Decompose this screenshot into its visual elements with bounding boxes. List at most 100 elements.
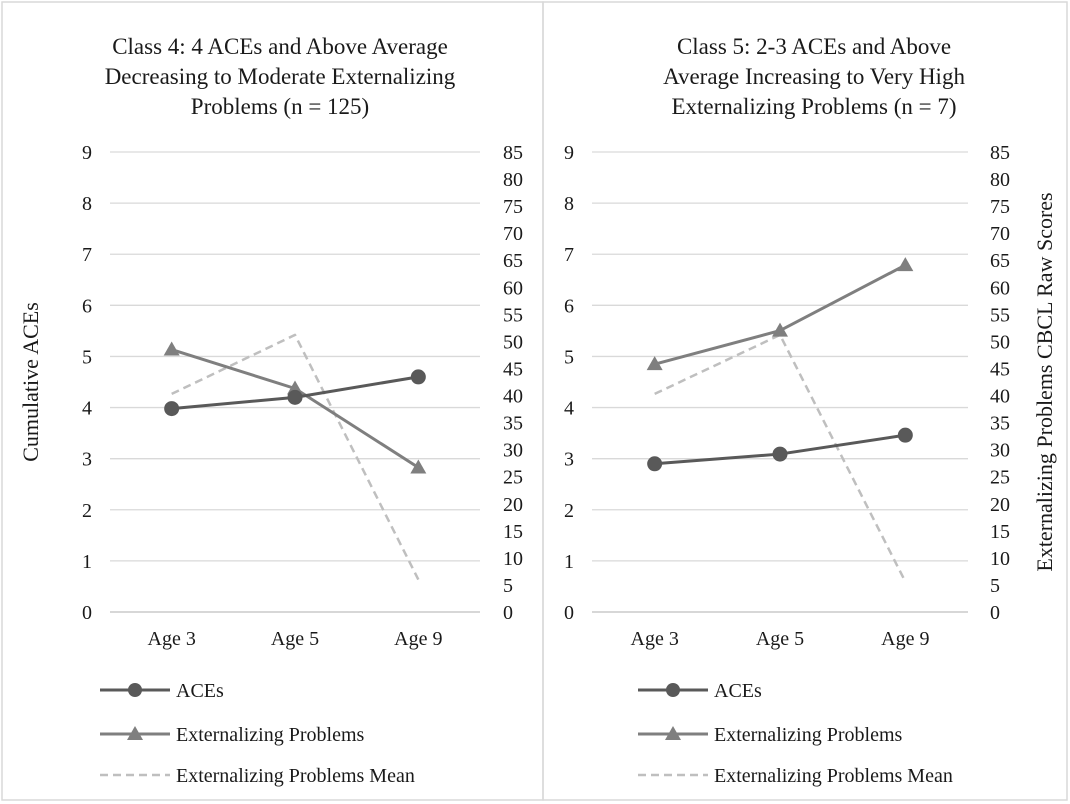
legend-item: Externalizing Problems bbox=[638, 724, 903, 746]
series-line bbox=[171, 348, 420, 469]
y2-tick-label: 30 bbox=[503, 440, 523, 462]
y2-tick-label: 60 bbox=[503, 277, 523, 299]
series-externalizing-problems-mean bbox=[171, 333, 420, 581]
data-point-circle bbox=[410, 369, 426, 385]
y2-tick-label: 45 bbox=[503, 358, 523, 380]
y2-tick-label: 55 bbox=[503, 304, 523, 326]
y2-tick-label: 35 bbox=[990, 413, 1010, 435]
series-externalizing-problems-mean bbox=[654, 333, 907, 583]
legend-label: Externalizing Problems Mean bbox=[714, 765, 953, 787]
y2-tick-label: 10 bbox=[990, 548, 1010, 570]
x-tick-label: Age 5 bbox=[756, 628, 804, 650]
y-tick-label: 2 bbox=[82, 500, 92, 522]
legend-item: Externalizing Problems Mean bbox=[100, 765, 415, 787]
y-tick-label: 1 bbox=[82, 551, 92, 573]
y2-tick-label: 30 bbox=[990, 440, 1010, 462]
y2-tick-label: 50 bbox=[503, 331, 523, 353]
legend-item: Externalizing Problems Mean bbox=[638, 765, 953, 787]
y2-tick-label: 5 bbox=[990, 575, 1000, 597]
legend-item: Externalizing Problems bbox=[100, 724, 365, 746]
data-point-circle bbox=[772, 446, 788, 462]
y2-tick-label: 70 bbox=[503, 223, 523, 245]
y2-tick-label: 65 bbox=[503, 250, 523, 272]
panel-border-right bbox=[542, 1, 1068, 801]
y-tick-label: 9 bbox=[82, 142, 92, 164]
y2-tick-label: 35 bbox=[503, 413, 523, 435]
y2-tick-label: 20 bbox=[503, 494, 523, 516]
data-point-circle bbox=[164, 401, 180, 417]
y-tick-label: 2 bbox=[564, 500, 574, 522]
chart-title-line: Externalizing Problems (n = 7) bbox=[671, 94, 956, 119]
y2-tick-label: 50 bbox=[990, 331, 1010, 353]
x-tick-label: Age 5 bbox=[271, 628, 319, 650]
y-tick-label: 4 bbox=[82, 398, 92, 420]
y-tick-label: 4 bbox=[564, 398, 574, 420]
y-axis-title: Cumulative ACEs bbox=[18, 302, 43, 462]
x-tick-label: Age 3 bbox=[148, 628, 196, 650]
legend-item: ACEs bbox=[638, 680, 762, 702]
y-tick-label: 6 bbox=[564, 295, 574, 317]
y-tick-label: 3 bbox=[564, 449, 574, 471]
y-tick-label: 7 bbox=[82, 244, 92, 266]
legend-marker-circle bbox=[666, 683, 680, 697]
chart-title-line: Average Increasing to Very High bbox=[663, 64, 965, 89]
y2-axis-title: Externalizing Problems CBCL Raw Scores bbox=[1032, 192, 1057, 571]
y2-tick-label: 55 bbox=[990, 304, 1010, 326]
series-line bbox=[171, 333, 420, 581]
data-point-triangle bbox=[772, 322, 788, 337]
y-tick-label: 0 bbox=[82, 602, 92, 624]
y-tick-label: 9 bbox=[564, 142, 574, 164]
x-tick-label: Age 9 bbox=[881, 628, 929, 650]
chart-title-line: Decreasing to Moderate Externalizing bbox=[105, 64, 456, 89]
y2-tick-label: 10 bbox=[503, 548, 523, 570]
data-point-triangle bbox=[410, 459, 427, 474]
legend-label: Externalizing Problems Mean bbox=[176, 765, 415, 787]
series-line bbox=[654, 333, 907, 583]
series-externalizing-problems bbox=[646, 257, 914, 371]
y2-tick-label: 0 bbox=[990, 602, 1000, 624]
y2-tick-label: 15 bbox=[503, 521, 523, 543]
legend-label: ACEs bbox=[176, 680, 224, 702]
data-point-circle bbox=[287, 389, 303, 405]
data-point-circle bbox=[897, 427, 913, 443]
y2-tick-label: 65 bbox=[990, 250, 1010, 272]
y2-tick-label: 20 bbox=[990, 494, 1010, 516]
series-aces bbox=[164, 369, 426, 417]
y2-tick-label: 75 bbox=[503, 196, 523, 218]
chart-panel-2: Class 5: 2-3 ACEs and Above Average Incre… bbox=[564, 34, 1057, 787]
y-tick-label: 5 bbox=[82, 346, 92, 368]
y2-tick-label: 45 bbox=[990, 358, 1010, 380]
chart-title-line: Class 5: 2-3 ACEs and Above bbox=[677, 34, 951, 59]
legend-item: ACEs bbox=[100, 680, 224, 702]
y2-tick-label: 5 bbox=[503, 575, 513, 597]
y-tick-label: 1 bbox=[564, 551, 574, 573]
data-point-triangle bbox=[163, 341, 180, 356]
y-tick-label: 7 bbox=[564, 244, 574, 266]
y-tick-label: 6 bbox=[82, 295, 92, 317]
legend-label: Externalizing Problems bbox=[176, 724, 365, 746]
y-tick-label: 5 bbox=[564, 346, 574, 368]
legend-label: ACEs bbox=[714, 680, 762, 702]
y2-tick-label: 0 bbox=[503, 602, 513, 624]
legend-marker-triangle bbox=[127, 726, 143, 740]
y2-tick-label: 80 bbox=[503, 169, 523, 191]
data-point-triangle bbox=[646, 356, 663, 371]
y-tick-label: 8 bbox=[564, 193, 574, 215]
legend-marker-circle bbox=[128, 683, 142, 697]
y-tick-label: 0 bbox=[564, 602, 574, 624]
x-tick-label: Age 3 bbox=[631, 628, 679, 650]
series-line bbox=[654, 263, 907, 366]
chart-panel-1: Class 4: 4 ACEs and Above Average Decreas… bbox=[18, 34, 523, 787]
y2-tick-label: 40 bbox=[990, 386, 1010, 408]
x-tick-label: Age 9 bbox=[394, 628, 442, 650]
chart-title-line: Class 4: 4 ACEs and Above Average bbox=[112, 34, 448, 59]
y2-tick-label: 40 bbox=[503, 386, 523, 408]
data-point-circle bbox=[647, 456, 663, 472]
legend-marker-triangle bbox=[665, 726, 681, 740]
y2-tick-label: 80 bbox=[990, 169, 1010, 191]
chart-title-line: Problems (n = 125) bbox=[191, 94, 369, 119]
y2-tick-label: 85 bbox=[503, 142, 523, 164]
y2-tick-label: 25 bbox=[990, 467, 1010, 489]
legend-label: Externalizing Problems bbox=[714, 724, 903, 746]
